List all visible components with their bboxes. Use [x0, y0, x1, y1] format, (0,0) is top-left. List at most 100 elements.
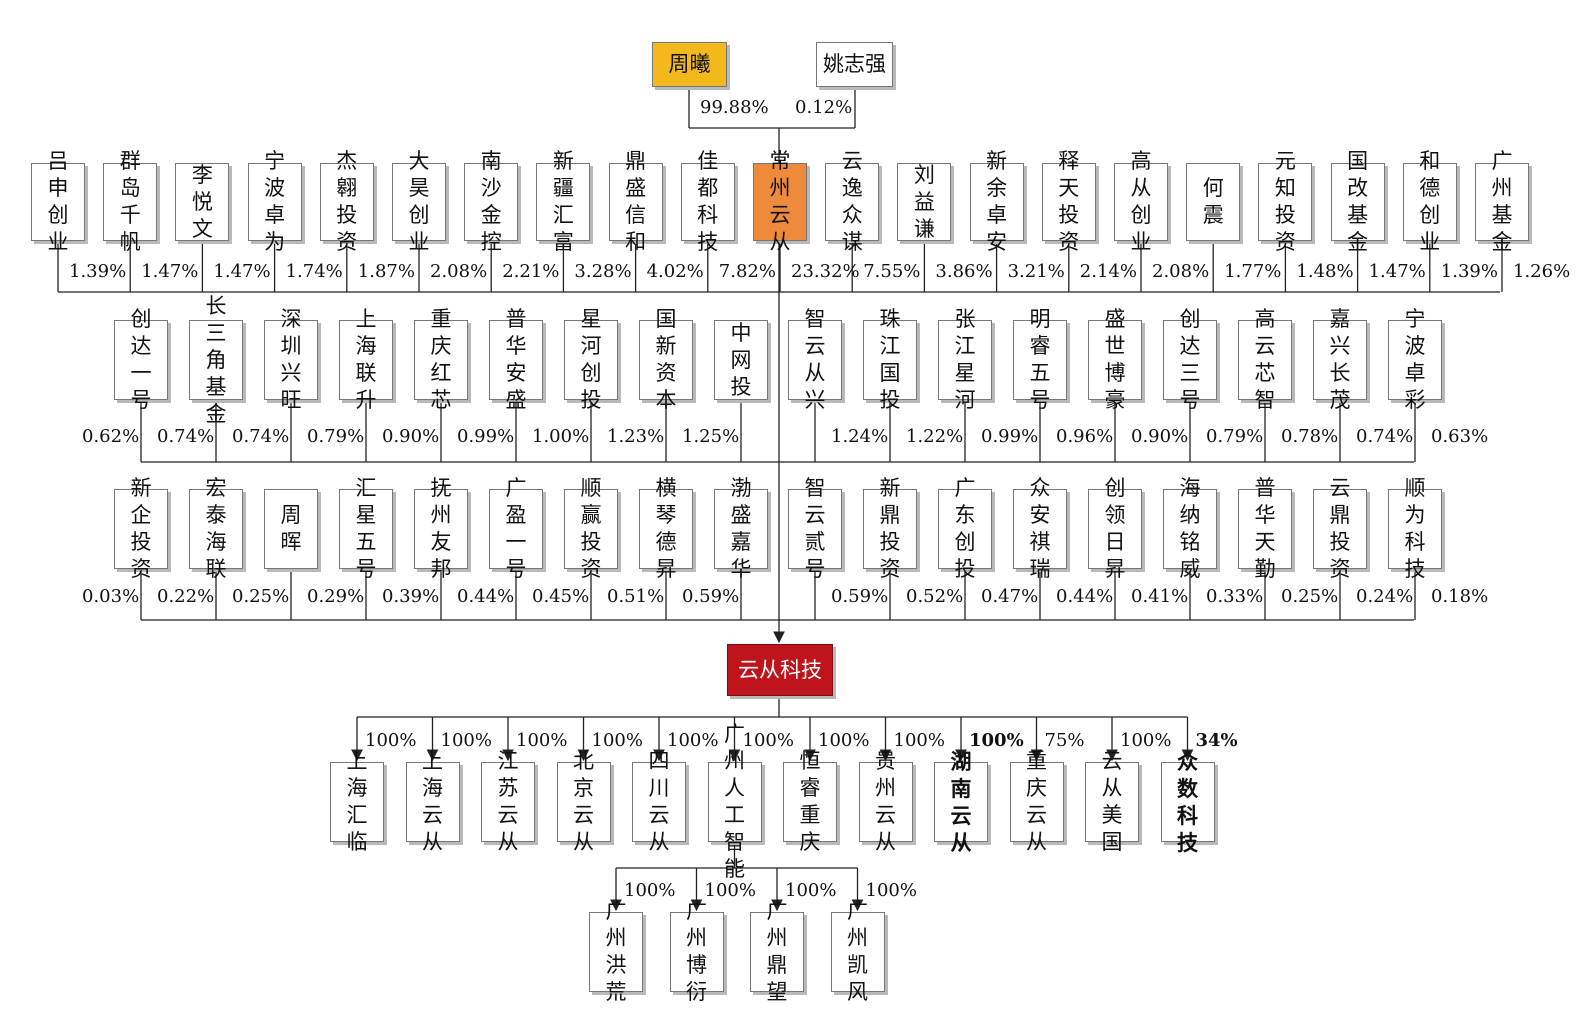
share-percentage: 1.26%	[1513, 261, 1571, 282]
share-percentage: 0.79%	[1206, 426, 1264, 447]
subsidiary-share: 100%	[440, 730, 492, 751]
company-box-yuncong-tech: 云从科技	[727, 644, 833, 696]
share-percentage: 7.55%	[863, 261, 921, 282]
entity-name: 上海联升	[355, 307, 377, 412]
entity-name: 新疆汇富	[552, 149, 574, 254]
subsidiary-box: 重庆云从	[1009, 749, 1064, 854]
shareholder-box: 中网投	[714, 320, 768, 400]
share-percentage: 0.79%	[307, 426, 365, 447]
shareholder-box: 普华天勤	[1238, 476, 1292, 581]
shareholder-box: 宁波卓彩	[1388, 307, 1442, 412]
share-percentage: 1.39%	[69, 261, 127, 282]
entity-name: 广州人工智能	[724, 722, 745, 881]
share-percentage: 0.24%	[1356, 586, 1414, 607]
entity-name: 汇星五号	[355, 476, 377, 581]
entity-name: 重庆云从	[1026, 749, 1047, 854]
share-percentage: 0.25%	[1281, 586, 1339, 607]
shareholder-box: 广州基金	[1475, 149, 1529, 254]
shareholder-box: 汇星五号	[339, 476, 393, 581]
subsidiary-share: 100%	[742, 730, 794, 751]
entity-name: 明睿五号	[1029, 307, 1051, 412]
share-percentage: 2.21%	[502, 261, 560, 282]
entity-name: 佳都科技	[697, 149, 719, 254]
entity-name: 国改基金	[1347, 149, 1369, 254]
share-percentage: 0.03%	[82, 586, 140, 607]
entity-name: 重庆红芯	[430, 307, 452, 412]
entity-name: 云从美国	[1101, 749, 1123, 854]
subsidiary-box: 上海云从	[405, 749, 460, 854]
shareholder-box: 群岛千帆	[103, 149, 158, 254]
entity-name: 常州云从	[769, 149, 791, 254]
share-percentage: 0.74%	[232, 426, 290, 447]
shareholder-box: 佳都科技	[680, 149, 735, 254]
entity-name: 抚州友邦	[430, 476, 452, 581]
subsidiary-box: 四川云从	[632, 749, 686, 854]
shareholder-box: 渤盛嘉华	[714, 476, 768, 581]
entity-name: 群岛千帆	[119, 149, 141, 254]
entity-name: 云从科技	[738, 657, 822, 682]
entity-name: 普华天勤	[1254, 476, 1276, 581]
shareholder-box: 宁波卓为	[247, 149, 302, 254]
subsidiary-share: 75%	[1044, 730, 1085, 751]
subsidiary-box: 湖南云从	[934, 749, 988, 855]
shareholder-box: 李悦文	[175, 162, 230, 241]
share-percentage: 0.78%	[1281, 426, 1339, 447]
shareholder-box: 高从创业	[1114, 149, 1168, 254]
share-percentage: 1.47%	[213, 261, 271, 282]
shareholder-box: 上海联升	[339, 307, 393, 412]
share-percentage: 0.44%	[1056, 586, 1114, 607]
sub-subsidiary-share: 100%	[865, 880, 917, 901]
entity-name: 贵州云从	[875, 749, 896, 854]
shareholder-box: 智云从兴	[788, 307, 842, 412]
entity-name: 元知投资	[1274, 149, 1296, 254]
entity-name: 上海汇临	[346, 749, 368, 854]
shareholder-box: 创达一号	[114, 307, 168, 412]
entity-name: 渤盛嘉华	[730, 476, 752, 581]
share-percentage: 1.00%	[532, 426, 590, 447]
shareholder-box: 深圳兴旺	[264, 307, 318, 412]
share-percentage: 1.77%	[1224, 261, 1282, 282]
entity-name: 创领日昇	[1104, 476, 1126, 581]
entity-name: 云鼎投资	[1329, 476, 1351, 581]
subsidiary-box: 云从美国	[1085, 749, 1139, 854]
entity-name: 李悦文	[191, 162, 213, 241]
entity-name: 众安祺瑞	[1029, 476, 1051, 581]
shareholder-box: 海纳铭威	[1163, 476, 1217, 581]
shareholder-box: 重庆红芯	[414, 307, 468, 412]
share-percentage: 0.41%	[1131, 586, 1189, 607]
shareholder-box: 顺为科技	[1388, 476, 1442, 581]
share-percentage: 1.48%	[1296, 261, 1354, 282]
entity-name: 国新资本	[655, 307, 677, 412]
entity-name: 新企投资	[130, 476, 152, 581]
shareholder-box: 刘益谦	[897, 163, 952, 241]
shareholder-box: 星河创投	[564, 307, 618, 412]
share-percentage: 2.08%	[430, 261, 488, 282]
shareholder-box: 国改基金	[1330, 149, 1385, 254]
share-percentage: 0.90%	[382, 426, 440, 447]
shareholder-box: 宏泰海联	[189, 476, 243, 581]
share-percentage: 2.08%	[1152, 261, 1210, 282]
subsidiary-box: 北京云从	[556, 749, 611, 854]
entity-name: 何震	[1202, 176, 1224, 227]
subsidiary-share: 100%	[818, 730, 870, 751]
subsidiary-share: 100%	[591, 730, 643, 751]
subsidiary-share: 100%	[516, 730, 568, 751]
entity-name: 恒睿重庆	[799, 749, 821, 854]
share-percentage: 0.59%	[831, 586, 889, 607]
owner-box-zhouxi: 周曦	[652, 42, 727, 87]
shareholder-box: 广东创投	[938, 476, 992, 581]
subsidiary-share: 100%	[365, 730, 417, 751]
shareholder-box: 高云芯智	[1238, 307, 1292, 412]
shareholder-box: 国新资本	[639, 307, 693, 412]
entity-name: 星河创投	[580, 307, 602, 412]
share-percentage: 0.51%	[607, 586, 665, 607]
sub-subsidiary-share: 100%	[624, 880, 676, 901]
shareholder-box: 创达三号	[1163, 307, 1217, 412]
entity-name: 横琴德昇	[655, 476, 677, 581]
share-percentage: 2.14%	[1079, 261, 1137, 282]
shareholder-box: 创领日昇	[1088, 476, 1142, 581]
subsidiary-box: 上海汇临	[330, 749, 384, 854]
entity-name: 高从创业	[1130, 149, 1152, 254]
shareholder-box: 云逸众谋	[825, 149, 880, 254]
shareholder-box: 张江星河	[938, 307, 992, 412]
